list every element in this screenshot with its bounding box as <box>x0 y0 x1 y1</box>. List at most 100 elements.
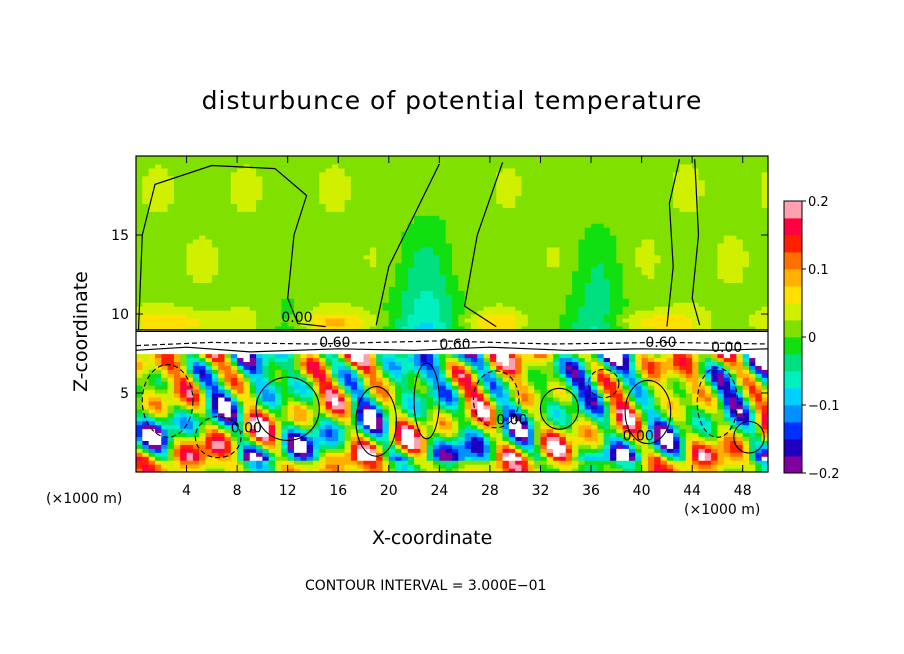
heatmap-cell <box>205 306 213 311</box>
heatmap-cell <box>401 302 409 307</box>
heatmap-cell <box>249 412 257 418</box>
heatmap-cell <box>458 428 466 434</box>
heatmap-cell <box>338 270 346 276</box>
heatmap-cell <box>407 389 415 394</box>
heatmap-cell <box>281 290 289 295</box>
heatmap-cell <box>243 282 251 287</box>
heatmap-cell <box>357 235 365 240</box>
heatmap-cell <box>350 258 358 264</box>
heatmap-cell <box>287 278 295 283</box>
heatmap-cell <box>275 219 282 224</box>
heatmap-cell <box>249 408 257 414</box>
heatmap-cell <box>369 436 377 441</box>
heatmap-cell <box>300 199 308 204</box>
heatmap-cell <box>382 286 390 291</box>
heatmap-cell <box>199 310 207 315</box>
heatmap-cell <box>331 436 339 441</box>
heatmap-cell <box>515 373 523 378</box>
heatmap-cell <box>192 385 200 390</box>
heatmap-cell <box>464 464 472 469</box>
heatmap-cell <box>180 282 188 287</box>
heatmap-cell <box>142 345 150 351</box>
heatmap-cell <box>344 286 352 291</box>
heatmap-cell <box>319 460 327 465</box>
heatmap-cell <box>287 440 295 445</box>
heatmap-cell <box>224 195 232 201</box>
heatmap-cell <box>268 420 276 426</box>
heatmap-cell <box>136 207 143 212</box>
heatmap-cell <box>148 238 156 244</box>
heatmap-cell <box>211 329 219 335</box>
heatmap-cell <box>439 156 447 161</box>
heatmap-cell <box>306 282 314 287</box>
heatmap-cell <box>186 396 194 402</box>
heatmap-cell <box>502 373 510 378</box>
heatmap-cell <box>363 317 371 323</box>
heatmap-cell <box>426 266 434 272</box>
heatmap-cell <box>173 385 181 390</box>
heatmap-cell <box>483 428 491 434</box>
heatmap-cell <box>173 456 181 461</box>
heatmap-cell <box>350 294 358 299</box>
heatmap-cell <box>496 393 504 398</box>
heatmap-cell <box>521 341 529 347</box>
heatmap-cell <box>218 393 226 398</box>
heatmap-cell <box>489 290 497 295</box>
heatmap-cell <box>142 365 150 370</box>
heatmap-cell <box>395 242 403 248</box>
heatmap-cell <box>452 235 459 240</box>
heatmap-cell <box>294 333 301 339</box>
heatmap-cell <box>458 460 466 465</box>
heatmap-cell <box>439 317 447 323</box>
heatmap-cell <box>237 464 245 469</box>
heatmap-cell <box>496 416 504 422</box>
heatmap-cell <box>344 365 352 370</box>
heatmap-cell <box>489 254 497 260</box>
heatmap-cell <box>433 195 440 201</box>
heatmap-cell <box>275 156 282 161</box>
heatmap-cell <box>496 428 504 434</box>
heatmap-cell <box>470 298 478 303</box>
heatmap-cell <box>275 159 282 165</box>
heatmap-cell <box>433 452 440 457</box>
heatmap-cell <box>433 254 440 260</box>
heatmap-cell <box>433 400 440 406</box>
heatmap-cell <box>325 231 333 236</box>
heatmap-cell <box>338 250 346 256</box>
heatmap-cell <box>483 468 491 472</box>
heatmap-cell <box>483 460 491 465</box>
heatmap-cell <box>142 377 150 382</box>
heatmap-cell <box>527 373 535 378</box>
x-axis-unit-left: (×1000 m) <box>46 491 123 507</box>
heatmap-cell <box>496 440 504 445</box>
heatmap-cell <box>376 262 384 268</box>
heatmap-cell <box>262 183 270 189</box>
heatmap-cell <box>211 444 219 449</box>
heatmap-cell <box>502 167 510 173</box>
heatmap-cell <box>300 393 308 398</box>
heatmap-cell <box>230 396 238 402</box>
heatmap-cell <box>319 238 327 244</box>
heatmap-cell <box>350 254 358 260</box>
heatmap-cell <box>407 231 415 236</box>
heatmap-cell <box>300 404 308 410</box>
heatmap-cell <box>218 345 226 351</box>
heatmap-cell <box>464 310 472 315</box>
heatmap-cell <box>161 393 169 398</box>
heatmap-cell <box>243 428 251 434</box>
heatmap-cell <box>369 171 377 177</box>
heatmap-cell <box>470 270 478 276</box>
heatmap-cell <box>344 416 352 422</box>
heatmap-cell <box>344 357 352 362</box>
heatmap-cell <box>142 191 150 197</box>
heatmap-cell <box>237 341 245 347</box>
heatmap-cell <box>426 298 434 303</box>
heatmap-cell <box>515 207 523 212</box>
heatmap-cell <box>420 175 428 181</box>
heatmap-cell <box>256 369 263 374</box>
heatmap-cell <box>312 424 320 430</box>
heatmap-cell <box>420 404 428 410</box>
heatmap-cell <box>477 167 485 173</box>
heatmap-cell <box>452 329 459 335</box>
heatmap-cell <box>243 199 251 204</box>
